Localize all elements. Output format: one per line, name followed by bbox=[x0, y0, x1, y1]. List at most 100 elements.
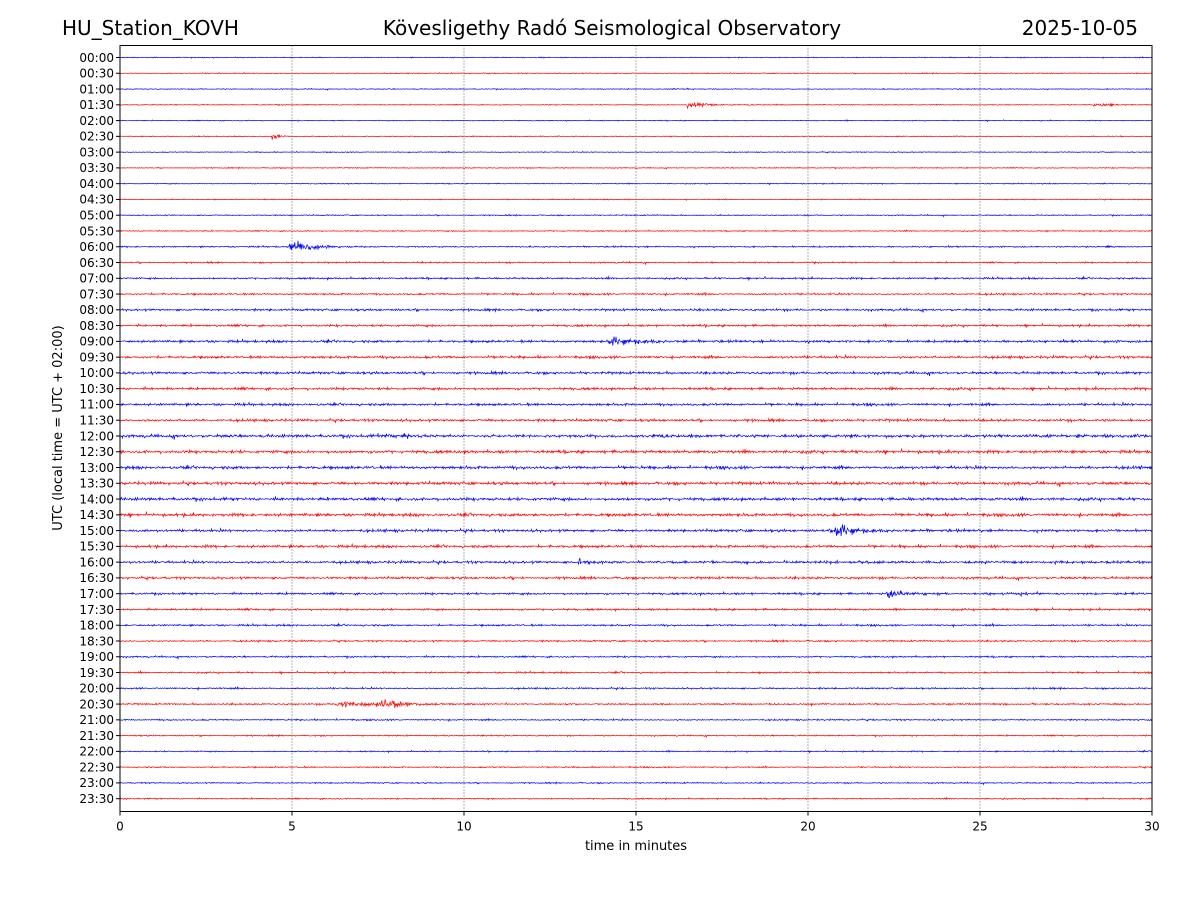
y-tick-label: 10:00 bbox=[79, 366, 114, 380]
y-tick-label: 01:00 bbox=[79, 82, 114, 96]
y-tick-label: 11:00 bbox=[79, 398, 114, 412]
y-tick-label: 18:00 bbox=[79, 619, 114, 633]
y-tick-label: 20:00 bbox=[79, 682, 114, 696]
trace-0400 bbox=[119, 182, 1153, 186]
x-axis-label: time in minutes bbox=[585, 839, 687, 854]
y-axis-label: UTC (local time = UTC + 02:00) bbox=[51, 325, 66, 530]
y-tick-label: 22:30 bbox=[79, 760, 114, 774]
y-tick-label: 18:30 bbox=[79, 634, 114, 648]
trace-1700 bbox=[119, 590, 1153, 599]
trace-2230 bbox=[119, 765, 1153, 770]
trace-0000 bbox=[119, 56, 1153, 60]
trace-2330 bbox=[119, 796, 1153, 801]
y-tick-label: 06:30 bbox=[79, 256, 114, 270]
trace-1600 bbox=[119, 557, 1153, 566]
y-tick-label: 16:00 bbox=[79, 555, 114, 569]
y-tick-label: 07:30 bbox=[79, 287, 114, 301]
trace-0530 bbox=[119, 229, 1153, 233]
trace-1330 bbox=[119, 479, 1153, 488]
trace-2200 bbox=[119, 749, 1153, 754]
trace-0730 bbox=[119, 291, 1153, 297]
seismic-traces bbox=[119, 56, 1153, 801]
trace-1900 bbox=[119, 654, 1153, 661]
x-tick-label: 25 bbox=[972, 820, 987, 834]
y-tick-label: 05:30 bbox=[79, 224, 114, 238]
y-tick-label: 06:00 bbox=[79, 240, 114, 254]
y-tick-label: 02:00 bbox=[79, 114, 114, 128]
trace-0230 bbox=[119, 133, 1153, 140]
y-tick-label: 22:00 bbox=[79, 745, 114, 759]
y-tick-label: 03:30 bbox=[79, 161, 114, 175]
trace-1300 bbox=[119, 464, 1153, 471]
trace-1400 bbox=[119, 495, 1153, 503]
y-tick-label: 21:00 bbox=[79, 713, 114, 727]
y-tick-label: 16:30 bbox=[79, 571, 114, 585]
y-tick-label: 19:00 bbox=[79, 650, 114, 664]
y-tick-label: 05:00 bbox=[79, 209, 114, 223]
y-tick-label: 04:30 bbox=[79, 193, 114, 207]
y-tick-label: 17:30 bbox=[79, 603, 114, 617]
trace-1130 bbox=[119, 417, 1153, 424]
y-tick-label: 03:00 bbox=[79, 145, 114, 159]
y-tick-label: 02:30 bbox=[79, 130, 114, 144]
y-tick-label: 14:30 bbox=[79, 508, 114, 522]
trace-2130 bbox=[119, 733, 1153, 739]
x-tick-label: 5 bbox=[288, 820, 296, 834]
y-tick-label: 17:00 bbox=[79, 587, 114, 601]
y-tick-label: 11:30 bbox=[79, 414, 114, 428]
trace-1000 bbox=[119, 369, 1153, 377]
trace-0600 bbox=[119, 240, 1153, 251]
y-tick-label: 15:30 bbox=[79, 540, 114, 554]
trace-0200 bbox=[120, 119, 1153, 123]
trace-1800 bbox=[119, 622, 1153, 629]
y-tick-label: 12:30 bbox=[79, 445, 114, 459]
x-tick-label: 30 bbox=[1144, 820, 1159, 834]
x-tick-label: 15 bbox=[628, 820, 643, 834]
trace-1030 bbox=[119, 385, 1153, 392]
y-tick-label: 10:30 bbox=[79, 382, 114, 396]
y-tick-label: 19:30 bbox=[79, 666, 114, 680]
trace-0130 bbox=[119, 101, 1153, 110]
trace-2000 bbox=[119, 685, 1153, 691]
station-name: HU_Station_KOVH bbox=[62, 16, 239, 40]
y-tick-label: 14:00 bbox=[79, 492, 114, 506]
trace-1730 bbox=[119, 606, 1153, 613]
y-tick-label: 13:00 bbox=[79, 461, 114, 475]
y-tick-label: 08:30 bbox=[79, 319, 114, 333]
trace-1200 bbox=[119, 432, 1153, 440]
y-tick-label: 01:30 bbox=[79, 98, 114, 112]
y-tick-label: 07:00 bbox=[79, 272, 114, 286]
trace-0030 bbox=[119, 72, 1153, 75]
trace-1230 bbox=[119, 447, 1153, 456]
y-tick-label: 09:30 bbox=[79, 350, 114, 364]
trace-0630 bbox=[119, 260, 1153, 266]
y-tick-label: 00:00 bbox=[79, 51, 114, 65]
trace-1630 bbox=[119, 574, 1153, 582]
x-axis-ticks: 0 5 10 15 20 25 30 bbox=[116, 811, 1160, 834]
chart-date: 2025-10-05 bbox=[1022, 16, 1138, 40]
y-tick-label: 20:30 bbox=[79, 697, 114, 711]
trace-0830 bbox=[119, 322, 1153, 329]
trace-0930 bbox=[119, 353, 1153, 361]
y-tick-label: 13:30 bbox=[79, 477, 114, 491]
trace-1530 bbox=[119, 542, 1153, 550]
trace-2030 bbox=[119, 699, 1153, 709]
trace-0100 bbox=[119, 87, 1153, 91]
trace-1430 bbox=[119, 510, 1153, 519]
trace-0500 bbox=[119, 213, 1153, 218]
y-tick-label: 23:30 bbox=[79, 792, 114, 806]
y-tick-label: 23:00 bbox=[79, 776, 114, 790]
trace-1100 bbox=[119, 401, 1153, 408]
x-tick-label: 0 bbox=[116, 820, 124, 834]
grid-lines bbox=[291, 45, 981, 812]
trace-0430 bbox=[119, 198, 1153, 201]
y-tick-label: 08:00 bbox=[79, 303, 114, 317]
trace-0300 bbox=[119, 150, 1153, 154]
trace-0800 bbox=[119, 307, 1153, 313]
trace-2100 bbox=[119, 717, 1153, 723]
y-tick-label: 09:00 bbox=[79, 335, 114, 349]
x-tick-label: 10 bbox=[456, 820, 471, 834]
trace-1930 bbox=[119, 669, 1153, 676]
